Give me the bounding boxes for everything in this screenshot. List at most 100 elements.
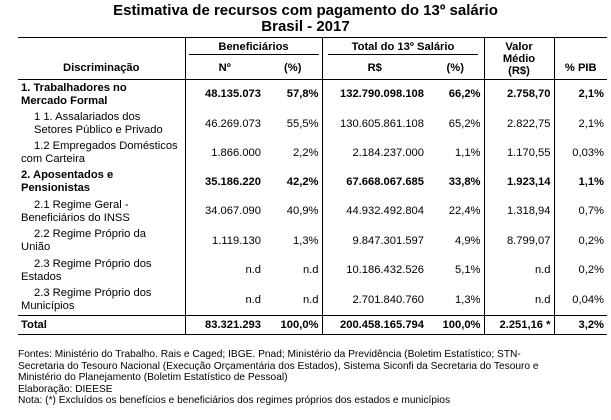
cell-pct2: 33,8% (448, 175, 481, 188)
cell-medio: 8.799,07 (483, 226, 554, 256)
table-row: 2. Aposentados e Pensionistas 35.186.220 … (18, 167, 607, 197)
cell-rs: 132.790.098.108 (321, 79, 427, 110)
footnote-elaboracao: Elaboração: DIEESE (18, 383, 113, 395)
cell-rs: 130.605.861.108 (321, 109, 427, 139)
cell-medio: n.d (483, 255, 554, 286)
cell-rs: 2.184.237.000 (321, 138, 427, 168)
row-label-line2: Municípios (21, 300, 75, 313)
row-label-line2: União (21, 241, 51, 253)
cell-n: 1.119.130 (184, 226, 264, 256)
row-label-line1: 2.1 Regime Geral - (34, 198, 129, 211)
row-label-line2: Mercado Formal (21, 94, 108, 107)
cell-pct2: 1,1% (455, 146, 481, 159)
row-label-line1: 2.2 Regime Próprio da (34, 228, 146, 240)
row-label-line1: 2.3 Regime Próprio dos (34, 287, 152, 300)
cell-medio: 1.170,55 (483, 138, 554, 168)
total-medio: 2.251,16 * (483, 315, 554, 335)
table-row: 1. Trabalhadores no Mercado Formal 48.135… (18, 79, 607, 110)
cell-pct2: 22,4% (448, 205, 481, 217)
header-valor-medio-line3: (R$) (508, 64, 530, 77)
header-valor-medio-line2: Médio (502, 52, 536, 65)
cell-pct: 42,2% (286, 175, 319, 188)
cell-pib: 2,1% (553, 79, 607, 110)
document-title: Estimativa de recursos com pagamento do … (113, 2, 498, 19)
row-label-line2: Pensionistas (21, 182, 91, 194)
cell-pct: 55,5% (286, 117, 319, 130)
cell-pct2: 4,9% (455, 234, 481, 247)
cell-rs: 9.847.301.597 (321, 226, 427, 256)
cell-n: 48.135.073 (184, 79, 264, 110)
row-label-line2: Estados (21, 270, 62, 283)
total-pib: 3,2% (553, 315, 607, 335)
cell-pct: 1,3% (293, 234, 319, 247)
row-label-line1: 1 1. Assalariados dos (34, 111, 141, 123)
cell-pct: 2,2% (293, 146, 319, 159)
row-label-line2: Setores Público e Privado (34, 124, 163, 136)
row-label-line2: Beneficiários do INSS (21, 211, 130, 224)
cell-rs: 10.186.432.526 (321, 255, 427, 286)
cell-pib: 2,1% (553, 109, 607, 139)
estimate-table: Beneficiários Total do 13º Salário Valor… (18, 37, 607, 335)
cell-pct2: 66,2% (448, 88, 481, 101)
cell-medio: 1.318,94 (483, 196, 554, 227)
cell-pct2: 1,3% (455, 293, 481, 306)
header-rs: R$ (321, 57, 427, 80)
table-row: 2.2 Regime Próprio da União 1.119.130 1,3… (18, 226, 607, 256)
cell-n: n.d (184, 285, 264, 316)
cell-pct2: 65,2% (448, 117, 481, 130)
table-row: 1 1. Assalariados dos Setores Público e P… (18, 109, 607, 139)
row-label-line1: 2.3 Regime Próprio dos (34, 257, 152, 270)
header-total: Total do 13º Salário (328, 41, 478, 55)
cell-pib: 0,2% (553, 226, 607, 256)
total-pct: 100,0% (280, 318, 319, 331)
cell-medio: n.d (483, 285, 554, 316)
cell-n: 1.866.000 (184, 138, 264, 168)
table-row: 2.3 Regime Próprio dos Estados n.d n.d 10… (18, 255, 607, 286)
footnote-sources-line1: Fontes: Ministério do Trabalho. Rais e C… (18, 349, 521, 360)
cell-medio: 2.758,70 (483, 79, 554, 110)
row-label-line1: 1.2 Empregados Domésticos (34, 140, 178, 152)
row-label-line1: 2. Aposentados e (21, 169, 114, 181)
cell-n: 46.269.073 (184, 109, 264, 139)
header-row-1: Beneficiários Total do 13º Salário Valor… (18, 37, 607, 80)
cell-pib: 0,7% (553, 196, 607, 227)
cell-rs: 2.701.840.760 (321, 285, 427, 316)
cell-pct: n.d (302, 293, 319, 306)
cell-rs: 67.668.067.685 (321, 167, 427, 197)
cell-pct: 57,8% (286, 88, 319, 101)
table-row: 2.1 Regime Geral - Beneficiários do INSS … (18, 196, 607, 227)
total-row: Total 83.321.293 100,0% 200.458.165.794 … (18, 315, 607, 335)
total-pct2: 100,0% (442, 318, 481, 331)
cell-pib: 0,2% (553, 255, 607, 286)
header-n: Nº (184, 57, 264, 80)
total-label: Total (21, 318, 47, 331)
cell-rs: 44.932.492.804 (321, 196, 427, 227)
header-valor-medio-line1: Valor (505, 40, 533, 53)
total-n: 83.321.293 (184, 315, 264, 335)
document-subtitle: Brasil - 2017 (261, 18, 350, 35)
cell-pib: 1,1% (553, 167, 607, 197)
footnote-sources-line2: Secretaria do Tesouro Nacional (Execução… (18, 360, 539, 372)
footnote-sources-line3: Ministério do Planejamento (Boletim Esta… (18, 372, 288, 384)
row-label-line2: com Carteira (21, 153, 86, 165)
header-pct2: (%) (446, 61, 464, 74)
header-pct-pib: % PIB (553, 57, 607, 80)
header-beneficiarios: Beneficiários (188, 41, 319, 55)
cell-medio: 1.923,14 (483, 167, 554, 197)
cell-pct: 40,9% (286, 205, 319, 217)
row-label-line1: 1. Trabalhadores no (21, 81, 127, 94)
cell-pib: 0,03% (553, 138, 607, 168)
header-pct: (%) (284, 61, 302, 74)
cell-pct: n.d (302, 264, 319, 276)
header-row-2: Discriminação Nº (%) R$ (%) % PIB (18, 57, 607, 80)
footnotes: Fontes: Ministério do Trabalho. Rais e C… (18, 349, 608, 407)
header-discriminacao: Discriminação (63, 61, 140, 74)
cell-n: 35.186.220 (184, 167, 264, 197)
table-row: 1.2 Empregados Domésticos com Carteira 1.… (18, 138, 607, 168)
table-row: 2.3 Regime Próprio dos Municípios n.d n.d… (18, 285, 607, 316)
footnote-nota: Nota: (*) Excluídos os benefícios e bene… (18, 395, 451, 407)
total-rs: 200.458.165.794 (321, 315, 427, 335)
cell-pct2: 5,1% (455, 264, 481, 276)
cell-n: n.d (184, 255, 264, 286)
